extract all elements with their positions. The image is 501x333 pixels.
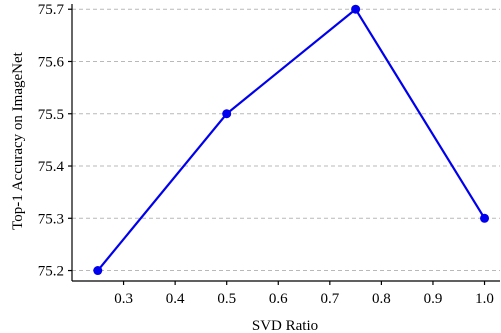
data-point <box>222 109 232 119</box>
gridlines <box>72 8 500 272</box>
x-tick-label: 0.4 <box>166 291 185 307</box>
data-point <box>480 213 490 223</box>
y-tick-label: 75.5 <box>38 107 64 123</box>
y-tick-label: 75.7 <box>38 2 65 18</box>
tick-labels: 75.2 75.3 75.4 75.5 75.6 75.7 0.3 0.4 0.5 0.6 0.7 0… <box>38 2 494 307</box>
data-point <box>351 4 361 14</box>
x-tick-label: 1.0 <box>475 291 494 307</box>
y-tick-label: 75.2 <box>38 264 64 280</box>
x-tick-label: 0.8 <box>372 291 391 307</box>
y-tick-label: 75.3 <box>38 211 64 227</box>
y-axis-title: Top-1 Accuracy on ImageNet <box>10 51 26 229</box>
x-axis-title: SVD Ratio <box>252 318 318 333</box>
x-tick-label: 0.7 <box>320 291 339 307</box>
series-line <box>96 7 486 272</box>
data-series <box>93 4 490 276</box>
x-tick-label: 0.9 <box>424 291 443 307</box>
data-point <box>93 266 103 276</box>
axes <box>68 4 500 285</box>
x-tick-label: 0.5 <box>217 291 236 307</box>
x-tick-label: 0.3 <box>114 291 133 307</box>
x-tick-label: 0.6 <box>269 291 288 307</box>
y-tick-label: 75.6 <box>38 54 65 70</box>
y-tick-label: 75.4 <box>38 159 65 175</box>
